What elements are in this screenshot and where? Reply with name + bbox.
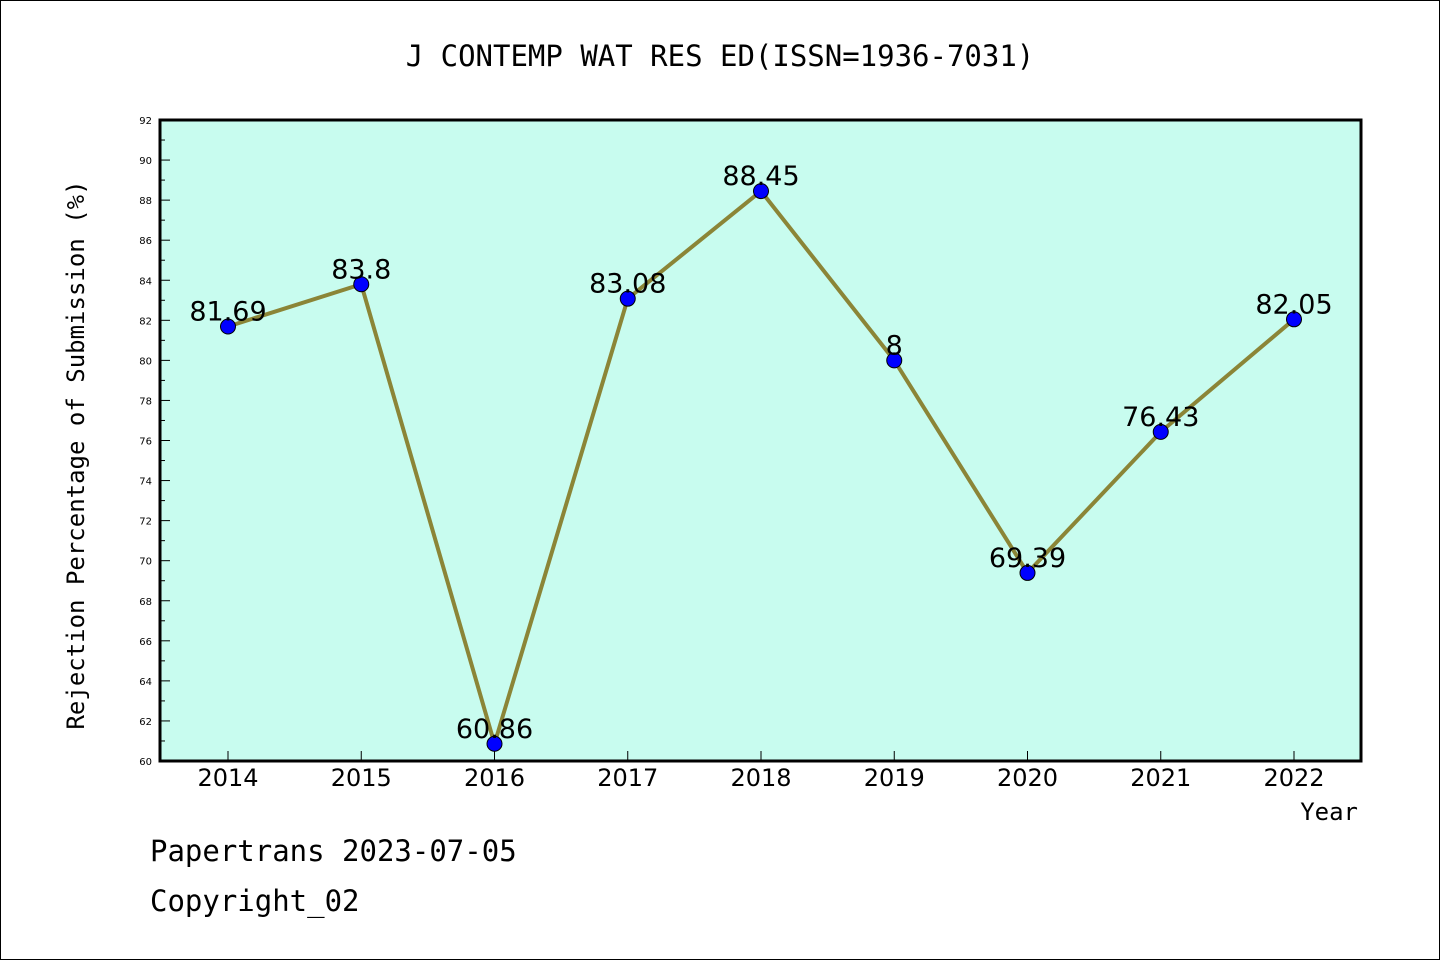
- data-point: [1286, 311, 1302, 328]
- x-tick-label: 2022: [1263, 764, 1324, 792]
- data-point: [486, 735, 503, 752]
- y-tick-label: 74: [139, 477, 152, 488]
- x-tick-label: 2018: [730, 764, 791, 792]
- data-point: [1019, 564, 1036, 581]
- data-label: 83.8: [331, 254, 391, 285]
- y-axis: 60 62 64 66 68 70 72 74 76 78 80 82 84 86 88 90 92: [139, 116, 170, 768]
- x-axis: 2014 2015 2016 2017 2018 2019 2020 2021 2022: [197, 751, 1325, 792]
- data-label: 69.39: [989, 543, 1066, 574]
- y-tick-label: 66: [139, 637, 152, 648]
- y-tick-label: 64: [139, 677, 152, 688]
- y-tick-label: 76: [139, 437, 152, 448]
- y-tick-label: 84: [139, 276, 152, 287]
- y-tick-label: 82: [139, 316, 152, 327]
- x-tick-label: 2019: [864, 764, 925, 792]
- data-point: [886, 352, 903, 369]
- source-date: Papertrans 2023-07-05: [150, 834, 517, 868]
- y-tick-label: 86: [139, 236, 152, 247]
- plot-area: [158, 118, 1363, 763]
- y-tick-label: 68: [139, 597, 152, 608]
- y-tick-label: 62: [139, 717, 152, 728]
- x-tick-label: 2014: [197, 764, 258, 792]
- data-point: [619, 290, 636, 307]
- y-tick-label: 90: [139, 156, 152, 167]
- x-axis-label: Year: [1300, 798, 1358, 826]
- data-label: 60.86: [456, 714, 533, 745]
- y-tick-label: 60: [139, 757, 152, 768]
- x-tick-label: 2017: [597, 764, 658, 792]
- data-label: 81.69: [189, 297, 266, 328]
- data-points: [220, 183, 1302, 752]
- data-point: [220, 318, 236, 335]
- y-tick-label: 80: [139, 356, 152, 367]
- data-label: 76.43: [1122, 402, 1199, 433]
- copyright: Copyright_02: [150, 884, 360, 918]
- y-axis-label: Rejection Percentage of Submission (%): [62, 180, 90, 729]
- data-labels: 81.69 83.8 60.86 83.08 88.45 8 69.39 76.43 82.05: [189, 161, 1332, 745]
- data-label: 88.45: [722, 161, 799, 192]
- x-tick-label: 2016: [464, 764, 525, 792]
- data-label: 82.05: [1255, 289, 1332, 320]
- chart-title: J CONTEMP WAT RES ED(ISSN=1936-7031): [406, 39, 1035, 73]
- data-point: [753, 183, 769, 200]
- x-tick-label: 2015: [331, 764, 392, 792]
- x-tick-label: 2020: [997, 764, 1058, 792]
- x-tick-label: 2021: [1130, 764, 1191, 792]
- data-point: [1152, 423, 1169, 440]
- y-tick-label: 78: [139, 396, 152, 407]
- y-tick-label: 92: [139, 116, 152, 127]
- y-tick-label: 70: [139, 557, 152, 568]
- y-tick-label: 72: [139, 517, 152, 528]
- y-tick-label: 88: [139, 196, 152, 207]
- data-label: 83.08: [589, 269, 666, 300]
- data-point: [353, 276, 370, 293]
- data-label: 8: [886, 330, 903, 361]
